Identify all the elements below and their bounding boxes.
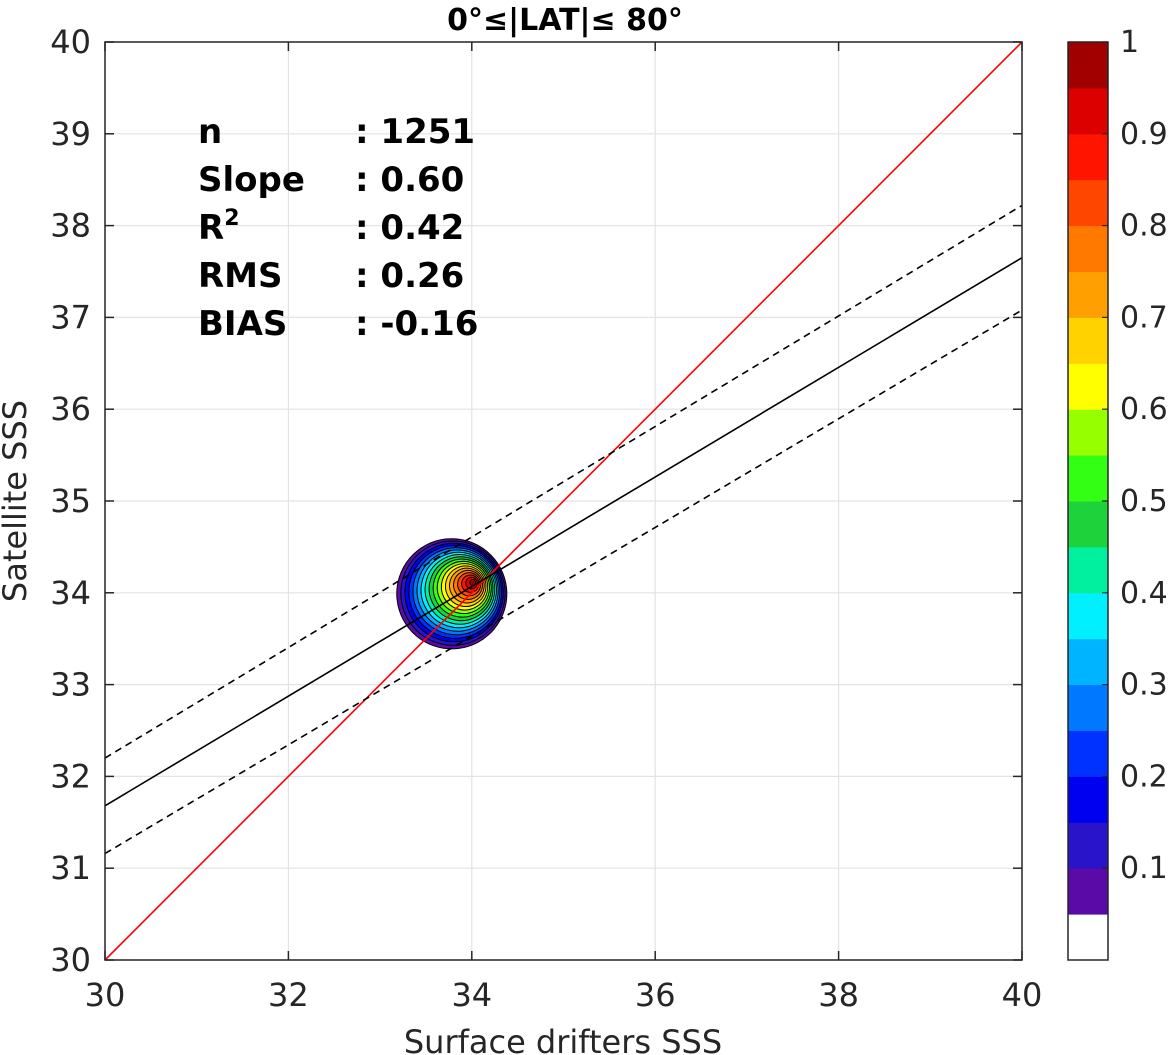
- colorbar-segment: [1068, 271, 1108, 318]
- regression-upper-line: [104, 204, 1023, 759]
- axis-ticks: 30 32 34 36 38 40 30 31 32 33 34 35 36 37 38 39 40: [50, 23, 1042, 1014]
- colorbar-segment: [1068, 592, 1108, 640]
- y-tick-label: 34: [50, 574, 91, 612]
- colorbar-segment: [1068, 638, 1108, 686]
- colorbar-tick-label: 0.4: [1120, 576, 1168, 611]
- colorbar-tick-label: 0.5: [1120, 484, 1168, 519]
- x-axis-title: Surface drifters SSS: [404, 1023, 722, 1055]
- y-tick-label: 35: [50, 482, 91, 520]
- colorbar-segment: [1068, 455, 1108, 502]
- stat-label: Slope: [198, 160, 305, 200]
- stat-value: : 0.60: [355, 160, 464, 200]
- regression-lower-line: [104, 309, 1023, 855]
- regression-line: [104, 257, 1023, 807]
- stat-label: n: [198, 112, 222, 152]
- colorbar-segment: [1068, 225, 1108, 272]
- y-tick-label: 38: [50, 207, 91, 245]
- stat-value: : 0.26: [355, 256, 464, 296]
- colorbar-segment: [1068, 42, 1108, 89]
- colorbar-segment: [1068, 868, 1108, 915]
- stat-label: RMS: [198, 256, 283, 296]
- x-tick-label: 36: [635, 976, 676, 1014]
- y-tick-label: 37: [50, 298, 91, 336]
- identity-line: [104, 41, 1023, 961]
- plot-title: 0°≤|LAT|≤ 80°: [447, 3, 683, 38]
- colorbar-segment: [1068, 776, 1108, 823]
- x-tick-label: 40: [1002, 976, 1043, 1014]
- colorbar-segment: [1068, 179, 1108, 227]
- y-tick-label: 30: [50, 941, 91, 979]
- stat-value: : 0.42: [355, 208, 464, 248]
- y-tick-label: 32: [50, 757, 91, 795]
- fit-lines: [104, 41, 1023, 961]
- colorbar-segment: [1068, 730, 1108, 777]
- y-tick-label: 40: [50, 23, 91, 61]
- colorbar-tick-label: 0.6: [1120, 392, 1168, 427]
- colorbar-tick-label: 0.9: [1120, 117, 1168, 152]
- colorbar: 0.1 0.2 0.3 0.4 0.5 0.6 0.7 0.8 0.9 1: [1067, 25, 1168, 961]
- colorbar-segment: [1068, 133, 1108, 181]
- x-tick-label: 32: [268, 976, 309, 1014]
- y-tick-label: 36: [50, 390, 91, 428]
- y-tick-label: 31: [50, 849, 91, 887]
- colorbar-tick-label: 0.2: [1120, 759, 1168, 794]
- colorbar-tick-label: 0.7: [1120, 300, 1168, 335]
- y-axis-title: Satellite SSS: [0, 400, 34, 602]
- y-tick-label: 39: [50, 115, 91, 153]
- colorbar-tick-label: 1: [1120, 25, 1139, 60]
- colorbar-segment: [1068, 409, 1108, 456]
- stat-value: : -0.16: [355, 304, 478, 344]
- colorbar-segment: [1068, 501, 1108, 548]
- colorbar-segment: [1068, 684, 1108, 731]
- x-tick-label: 30: [85, 976, 126, 1014]
- y-tick-label: 33: [50, 666, 91, 704]
- colorbar-segment: [1068, 363, 1108, 410]
- colorbar-tick-label: 0.8: [1120, 209, 1168, 244]
- colorbar-segment: [1068, 317, 1108, 364]
- stat-label: BIAS: [198, 304, 287, 344]
- x-tick-label: 34: [451, 976, 492, 1014]
- colorbar-tick-label: 0.1: [1120, 851, 1168, 886]
- colorbar-segment: [1068, 87, 1108, 135]
- colorbar-tick-label: 0.3: [1120, 668, 1168, 703]
- colorbar-segment: [1068, 546, 1108, 594]
- stat-value: : 1251: [355, 112, 475, 152]
- x-tick-label: 38: [818, 976, 859, 1014]
- colorbar-segment: [1068, 914, 1108, 961]
- colorbar-segment: [1068, 822, 1108, 869]
